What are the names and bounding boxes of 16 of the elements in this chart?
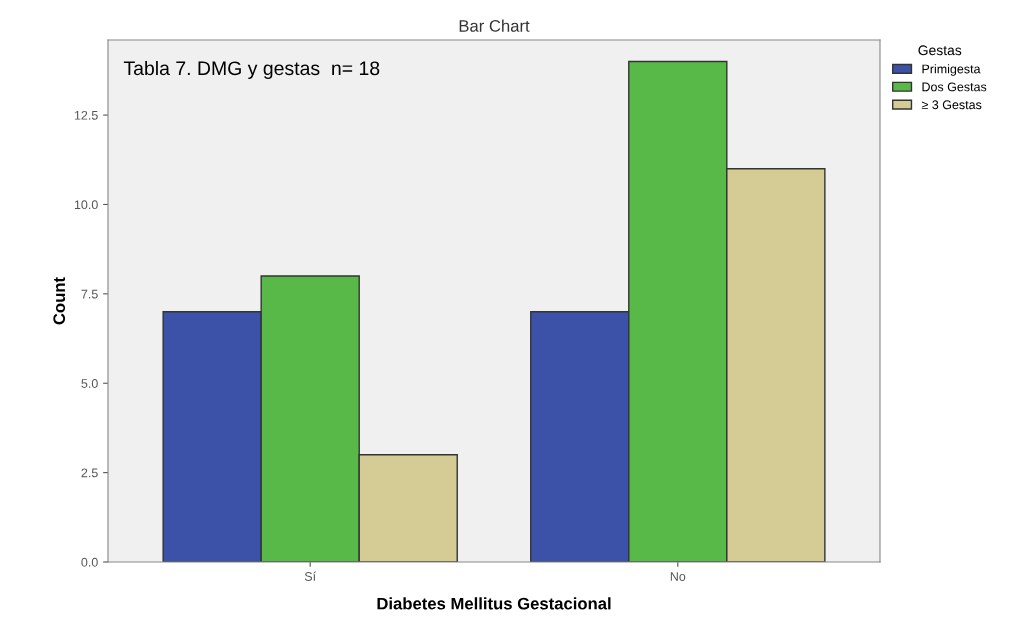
- y-tick-label: 0.0: [81, 557, 98, 567]
- x-axis-title: Diabetes Mellitus Gestacional: [377, 597, 611, 610]
- y-tick-label: 2.5: [81, 468, 98, 478]
- legend-title: Gestas: [918, 45, 962, 56]
- y-tick-label: 7.5: [81, 289, 98, 299]
- legend-label: Dos Gestas: [922, 82, 987, 92]
- y-tick-label: 10.0: [74, 200, 98, 210]
- y-tick-label: 5.0: [81, 379, 98, 388]
- y-axis-title: Count: [53, 277, 66, 325]
- annotation: Tabla 7. DMG y gestas n= 18: [123, 60, 380, 80]
- x-tick-label: Sí: [304, 571, 317, 581]
- legend-label: Primigesta: [922, 64, 981, 76]
- y-tick-label: 12.5: [74, 110, 98, 120]
- chart-title: Bar Chart: [459, 19, 530, 32]
- x-tick-label: No: [670, 572, 686, 581]
- legend-label: ≥ 3 Gestas: [921, 100, 982, 110]
